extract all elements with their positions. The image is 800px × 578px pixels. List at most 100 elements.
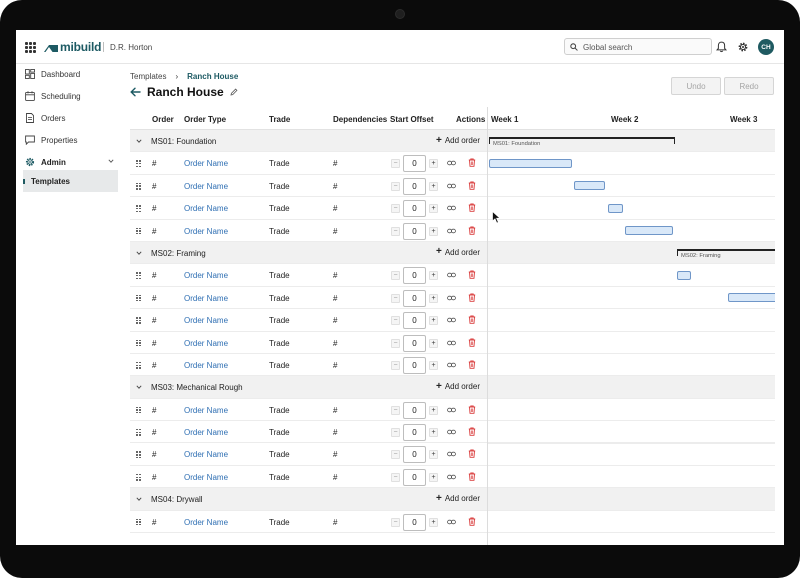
dependency-value[interactable]: # <box>333 226 338 236</box>
back-arrow-icon[interactable] <box>130 87 141 97</box>
order-name-link[interactable]: Order Name <box>184 450 229 460</box>
decrement-button[interactable]: − <box>391 428 400 438</box>
user-avatar[interactable]: CH <box>758 39 774 55</box>
sidebar-item-orders[interactable]: Orders <box>24 108 118 128</box>
start-offset-input[interactable]: 0 <box>403 177 426 195</box>
start-offset-input[interactable]: 0 <box>403 289 426 307</box>
link-icon[interactable] <box>447 159 456 167</box>
drag-handle-icon[interactable] <box>136 339 141 347</box>
decrement-button[interactable]: − <box>391 271 400 281</box>
dependency-value[interactable]: # <box>333 316 338 326</box>
start-offset-input[interactable]: 0 <box>403 200 426 218</box>
start-offset-input[interactable]: 0 <box>403 356 426 374</box>
increment-button[interactable]: + <box>429 428 438 438</box>
start-offset-input[interactable]: 0 <box>403 312 426 330</box>
trash-icon[interactable] <box>468 517 476 526</box>
order-name-link[interactable]: Order Name <box>184 226 229 236</box>
dependency-value[interactable]: # <box>333 405 338 415</box>
increment-button[interactable]: + <box>429 360 438 370</box>
dependency-value[interactable]: # <box>333 338 338 348</box>
link-icon[interactable] <box>447 406 456 414</box>
start-offset-input[interactable]: 0 <box>403 334 426 352</box>
sidebar-item-properties[interactable]: Properties <box>24 130 118 150</box>
edit-pencil-icon[interactable] <box>230 88 238 96</box>
trash-icon[interactable] <box>468 337 476 347</box>
decrement-button[interactable]: − <box>391 338 400 348</box>
dependency-value[interactable]: # <box>333 450 338 460</box>
order-name-link[interactable]: Order Name <box>184 517 229 527</box>
dependency-value[interactable]: # <box>333 159 338 169</box>
decrement-button[interactable]: − <box>391 450 400 460</box>
drag-handle-icon[interactable] <box>136 160 141 168</box>
increment-button[interactable]: + <box>429 472 438 482</box>
decrement-button[interactable]: − <box>391 181 400 191</box>
trash-icon[interactable] <box>468 427 476 436</box>
increment-button[interactable]: + <box>429 405 438 415</box>
settings-gear-icon[interactable] <box>737 41 749 53</box>
sidebar-item-scheduling[interactable]: Scheduling <box>24 86 118 106</box>
add-order-button[interactable]: + Add order <box>436 135 480 145</box>
drag-handle-icon[interactable] <box>136 294 141 302</box>
drag-handle-icon[interactable] <box>136 429 141 436</box>
trash-icon[interactable] <box>468 360 476 369</box>
drag-handle-icon[interactable] <box>136 272 141 280</box>
link-icon[interactable] <box>447 182 456 190</box>
order-name-link[interactable]: Order Name <box>184 271 229 281</box>
drag-handle-icon[interactable] <box>136 406 141 414</box>
chevron-down-icon[interactable] <box>136 250 142 256</box>
global-search-input[interactable]: Global search <box>564 38 712 55</box>
dependency-value[interactable]: # <box>333 293 338 303</box>
decrement-button[interactable]: − <box>391 472 400 482</box>
decrement-button[interactable]: − <box>391 293 400 303</box>
order-name-link[interactable]: Order Name <box>184 338 229 348</box>
order-name-link[interactable]: Order Name <box>184 316 229 326</box>
sidebar-item-templates[interactable]: Templates <box>23 170 118 192</box>
trash-icon[interactable] <box>468 405 476 414</box>
drag-handle-icon[interactable] <box>136 227 141 235</box>
trash-icon[interactable] <box>468 270 476 280</box>
link-icon[interactable] <box>447 316 456 324</box>
order-name-link[interactable]: Order Name <box>184 360 229 370</box>
drag-handle-icon[interactable] <box>136 205 141 212</box>
dependency-value[interactable]: # <box>333 472 338 482</box>
brand-logo[interactable]: mibuild <box>44 40 101 54</box>
order-name-link[interactable]: Order Name <box>184 159 229 169</box>
dependency-value[interactable]: # <box>333 360 338 370</box>
order-name-link[interactable]: Order Name <box>184 293 229 303</box>
start-offset-input[interactable]: 0 <box>403 424 426 442</box>
link-icon[interactable] <box>447 428 456 436</box>
drag-handle-icon[interactable] <box>136 451 141 459</box>
order-name-link[interactable]: Order Name <box>184 405 229 415</box>
start-offset-input[interactable]: 0 <box>403 446 426 464</box>
link-icon[interactable] <box>447 339 456 347</box>
app-launcher-icon[interactable] <box>25 42 36 53</box>
trash-icon[interactable] <box>468 158 476 168</box>
redo-button[interactable]: Redo <box>724 77 774 95</box>
trash-icon[interactable] <box>468 181 476 190</box>
increment-button[interactable]: + <box>429 159 438 169</box>
decrement-button[interactable]: − <box>391 405 400 415</box>
add-order-button[interactable]: + Add order <box>436 247 480 257</box>
breadcrumb-templates[interactable]: Templates <box>130 72 167 81</box>
chevron-down-icon[interactable] <box>136 138 142 144</box>
link-icon[interactable] <box>447 518 456 526</box>
dependency-value[interactable]: # <box>333 428 338 438</box>
order-name-link[interactable]: Order Name <box>184 428 229 438</box>
decrement-button[interactable]: − <box>391 360 400 370</box>
drag-handle-icon[interactable] <box>136 317 141 324</box>
decrement-button[interactable]: − <box>391 159 400 169</box>
increment-button[interactable]: + <box>429 517 438 527</box>
trash-icon[interactable] <box>468 472 476 481</box>
increment-button[interactable]: + <box>429 316 438 326</box>
start-offset-input[interactable]: 0 <box>403 155 426 173</box>
drag-handle-icon[interactable] <box>136 182 141 190</box>
drag-handle-icon[interactable] <box>136 361 141 369</box>
decrement-button[interactable]: − <box>391 226 400 236</box>
start-offset-input[interactable]: 0 <box>403 468 426 486</box>
trash-icon[interactable] <box>468 449 476 459</box>
dependency-value[interactable]: # <box>333 271 338 281</box>
link-icon[interactable] <box>447 473 456 481</box>
trash-icon[interactable] <box>468 293 476 302</box>
link-icon[interactable] <box>447 227 456 235</box>
increment-button[interactable]: + <box>429 181 438 191</box>
